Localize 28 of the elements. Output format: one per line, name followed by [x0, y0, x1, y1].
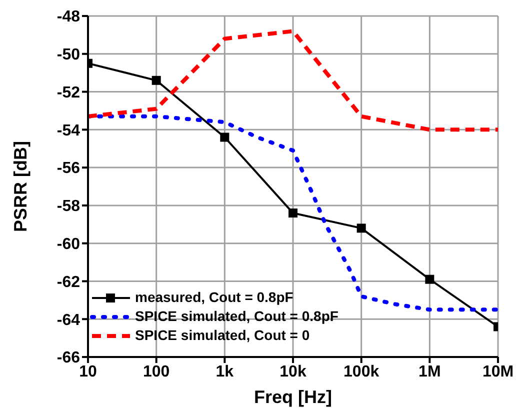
x-tick-label: 100 [142, 363, 170, 380]
legend-label: SPICE simulated, Cout = 0 [135, 326, 310, 345]
y-tick-label: -62 [56, 274, 80, 291]
y-axis-title: PSRR [dB] [10, 141, 30, 232]
y-tick-label: -50 [56, 46, 80, 64]
x-tick-label: 10k [280, 363, 306, 380]
point [152, 76, 161, 85]
x-tick-label: 1M [418, 363, 441, 380]
y-tick-label: -58 [56, 198, 80, 216]
point [220, 132, 230, 142]
x-tick-label: 10 [79, 363, 97, 380]
x-tick-label: 10M [482, 363, 514, 380]
y-tick-label: -54 [56, 122, 80, 140]
x-tick-label: 100k [344, 363, 380, 380]
line-series [88, 29, 498, 132]
y-tick-label: -64 [56, 312, 80, 329]
legend-label: SPICE simulated, Cout = 0.8pF [135, 307, 338, 326]
point [425, 274, 434, 284]
y-tick-label: -52 [56, 84, 80, 102]
x-tick-label: 1k [216, 363, 234, 380]
legend-label: measured, Cout = 0.8pF [135, 288, 294, 307]
point [356, 224, 366, 233]
y-tick-label: -66 [56, 350, 80, 367]
point [288, 208, 298, 218]
y-tick-label: -56 [56, 160, 80, 178]
x-axis-title: Freq [Hz] [254, 387, 332, 407]
y-tick-label: -60 [56, 236, 80, 254]
y-tick-label: -48 [56, 8, 80, 26]
